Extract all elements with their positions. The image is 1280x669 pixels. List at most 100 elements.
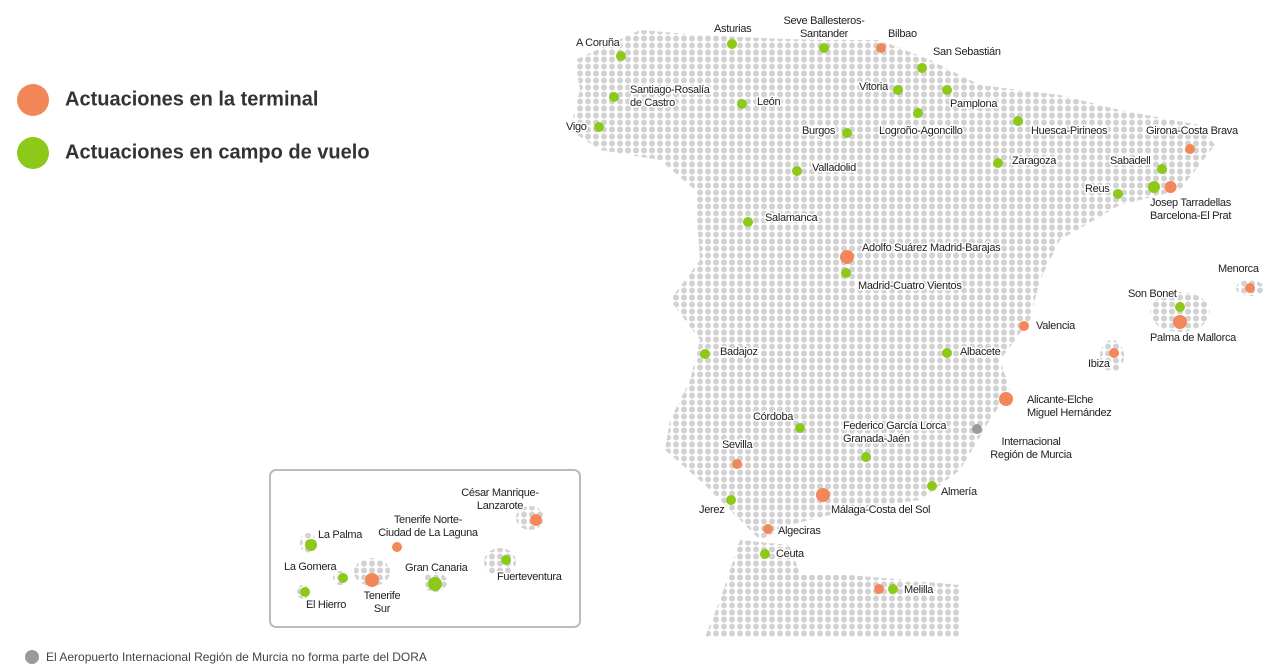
- airport-dot: [1148, 181, 1160, 193]
- airport-label: Valencia: [1036, 320, 1076, 332]
- airport-dot: [727, 39, 737, 49]
- airport-dot: [1164, 181, 1177, 193]
- airport-label: Lanzarote: [477, 500, 523, 512]
- airport-label: Adolfo Suárez Madrid-Barajas: [862, 242, 1001, 254]
- airport-label: Santander: [800, 28, 849, 40]
- airport-label: Sevilla: [722, 439, 753, 451]
- airport-dot: [927, 481, 937, 491]
- airport-dot: [942, 85, 952, 95]
- airport-dot: [816, 488, 830, 502]
- airport-dot: [763, 524, 773, 534]
- airport-dot: [1113, 189, 1123, 199]
- airport-dot: [1175, 302, 1185, 312]
- airport-label: de Castro: [630, 97, 675, 109]
- airport-label: Valladolid: [812, 162, 856, 174]
- airport-dot: [609, 92, 619, 102]
- airport-dot: [1109, 348, 1119, 358]
- airport-label: Zaragoza: [1012, 155, 1057, 167]
- airport-dot: [305, 539, 317, 551]
- airport-dot: [999, 392, 1013, 406]
- airport-dot: [841, 268, 851, 278]
- airport-label: Asturias: [714, 23, 752, 35]
- airport-label: A Coruña: [576, 37, 621, 49]
- airport-label: Bilbao: [888, 28, 917, 40]
- airport-label: Melilla: [904, 584, 934, 596]
- airport-label: Sabadell: [1110, 155, 1150, 167]
- airport-dot: [913, 108, 923, 118]
- airport-dot: [942, 348, 952, 358]
- airport-dot: [1245, 283, 1255, 293]
- airport-dot: [338, 573, 348, 583]
- airport-dot: [893, 85, 903, 95]
- airport-label: Palma de Mallorca: [1150, 332, 1237, 344]
- airport-label: César Manrique-: [461, 487, 539, 499]
- airport-label: Salamanca: [765, 212, 819, 224]
- airport-dot: [1173, 315, 1187, 329]
- airport-label: San Sebastián: [933, 46, 1001, 58]
- airport-label: Madrid-Cuatro Vientos: [858, 280, 962, 292]
- airport-dot: [300, 587, 310, 597]
- airport-label: Jerez: [699, 504, 724, 516]
- airport-dot: [874, 584, 884, 594]
- airport-dot: [842, 128, 852, 138]
- airport-label: Granada-Jaén: [843, 433, 910, 445]
- airport-label: Ciudad de La Laguna: [378, 527, 479, 539]
- airport-dot: [760, 549, 770, 559]
- airport-dot: [616, 51, 626, 61]
- airport-dot: [840, 250, 854, 264]
- airport-label: Alicante-Elche: [1027, 394, 1093, 406]
- airport-label: Internacional: [1001, 436, 1060, 448]
- footnote: El Aeropuerto Internacional Región de Mu…: [46, 650, 427, 664]
- legend-swatch: [17, 137, 49, 169]
- airport-label: Burgos: [802, 125, 836, 137]
- airport-label: Huesca-Pirineos: [1031, 125, 1108, 137]
- airport-dot: [726, 495, 736, 505]
- airport-label: Fuerteventura: [497, 571, 563, 583]
- airport-label: Badajoz: [720, 346, 758, 358]
- legend-label: Actuaciones en la terminal: [65, 88, 318, 110]
- airport-label: Región de Murcia: [990, 449, 1073, 461]
- airport-dot: [530, 514, 542, 526]
- airport-label: La Gomera: [284, 561, 338, 573]
- airport-label: La Palma: [318, 529, 363, 541]
- airport-label: León: [757, 96, 780, 108]
- airport-label: Gran Canaria: [405, 562, 469, 574]
- airport-dot: [795, 423, 805, 433]
- airport-dot: [743, 217, 753, 227]
- note-swatch: [25, 650, 39, 664]
- airport-label: Vitoria: [859, 81, 889, 93]
- airport-label: Josep Tarradellas: [1150, 197, 1232, 209]
- airport-dot: [888, 584, 898, 594]
- airport-label: Son Bonet: [1128, 288, 1177, 300]
- airport-dot: [819, 43, 829, 53]
- airport-dot: [876, 43, 886, 53]
- airport-dot: [428, 577, 442, 591]
- airport-dot: [594, 122, 604, 132]
- airport-label: Federico García Lorca: [843, 420, 947, 432]
- airport-dot: [1019, 321, 1029, 331]
- legend-swatch: [17, 84, 49, 116]
- airport-dot: [917, 63, 927, 73]
- airport-label: Logroño-Agoncillo: [879, 125, 963, 137]
- airport-label: Menorca: [1218, 263, 1260, 275]
- airport-label: Vigo: [566, 121, 587, 133]
- airport-label: Sur: [374, 603, 391, 615]
- peninsula: [570, 30, 1215, 540]
- airport-label: Seve Ballesteros-: [783, 15, 865, 27]
- canarias-box: [269, 469, 581, 628]
- airport-label: Tenerife Norte-: [394, 514, 463, 526]
- airport-dot: [993, 158, 1003, 168]
- airport-label: Santiago-Rosalía: [630, 84, 711, 96]
- airport-label: Ceuta: [776, 548, 805, 560]
- airport-label: Reus: [1085, 183, 1110, 195]
- airport-label: Almería: [941, 486, 978, 498]
- airport-dot: [972, 424, 982, 434]
- airport-dot: [737, 99, 747, 109]
- airport-label: Barcelona-El Prat: [1150, 210, 1231, 222]
- airport-label: Miguel Hernández: [1027, 407, 1111, 419]
- airport-label: Pamplona: [950, 98, 998, 110]
- legend-label: Actuaciones en campo de vuelo: [65, 141, 370, 163]
- airport-dot: [732, 459, 742, 469]
